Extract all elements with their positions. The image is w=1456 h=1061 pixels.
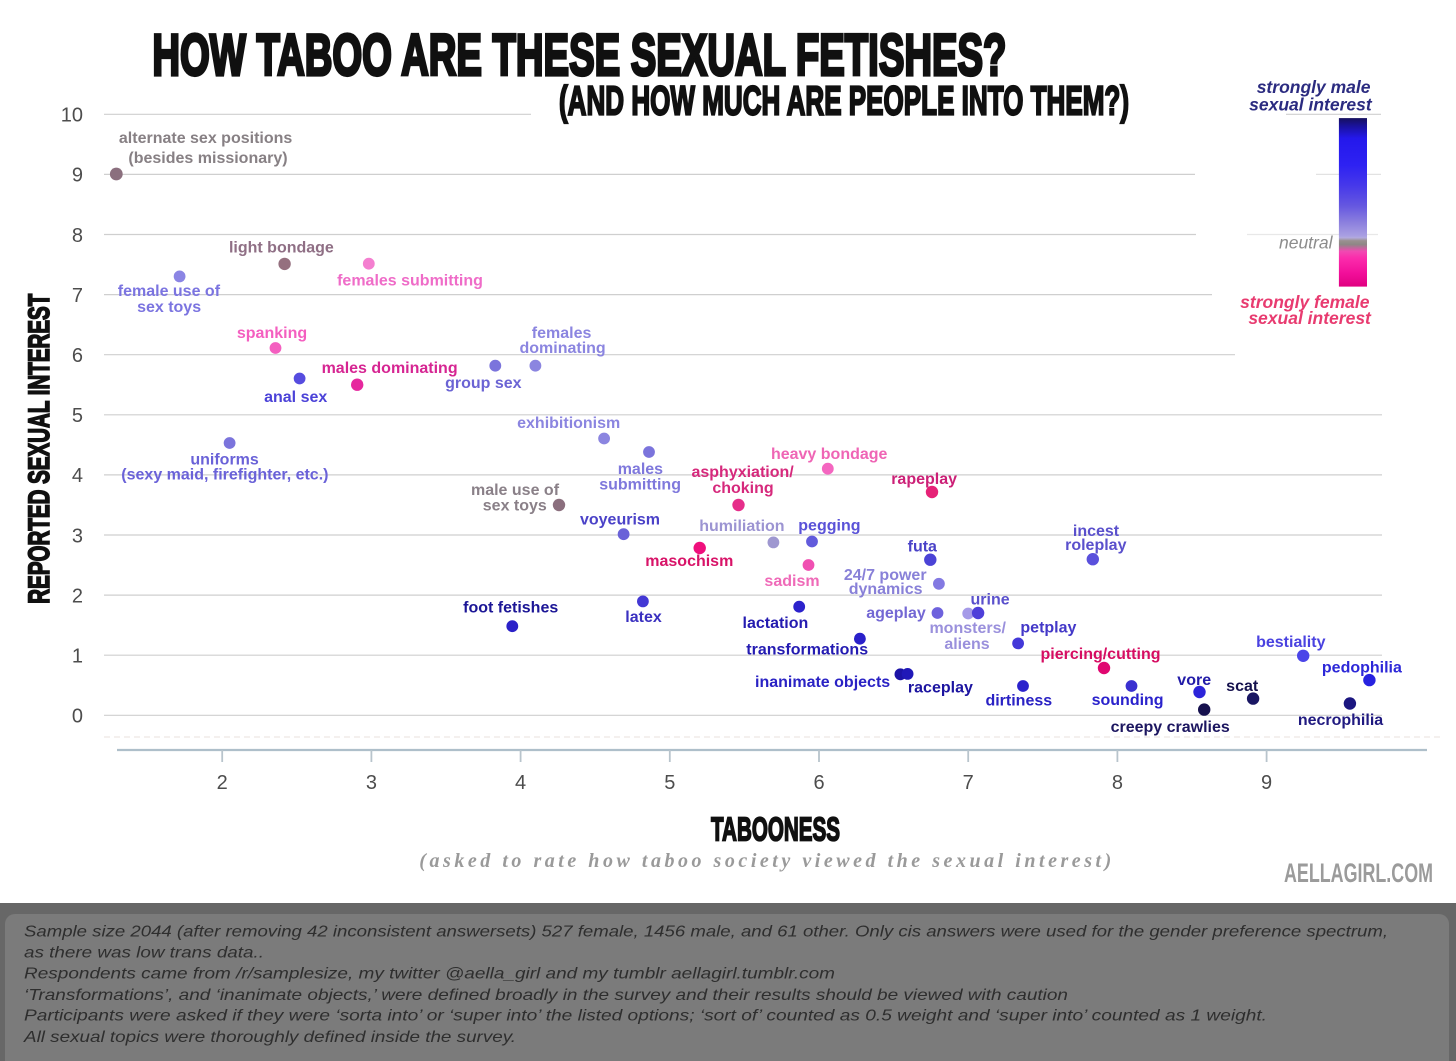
- svg-text:9: 9: [72, 165, 83, 187]
- svg-text:24/7 power: 24/7 power: [844, 567, 927, 584]
- svg-text:aliens: aliens: [944, 636, 989, 653]
- svg-text:lactation: lactation: [743, 615, 809, 632]
- svg-text:3: 3: [366, 772, 377, 794]
- svg-text:exhibitionism: exhibitionism: [517, 415, 620, 432]
- svg-text:inanimate objects: inanimate objects: [755, 674, 890, 691]
- svg-text:6: 6: [813, 772, 824, 794]
- svg-text:alternate sex positions: alternate sex positions: [119, 130, 292, 147]
- svg-text:7: 7: [963, 772, 974, 794]
- svg-text:latex: latex: [625, 609, 662, 626]
- svg-text:6: 6: [72, 345, 83, 367]
- svg-text:7: 7: [72, 285, 83, 307]
- svg-text:strongly male: strongly male: [1257, 77, 1371, 97]
- svg-text:piercing/cutting: piercing/cutting: [1041, 646, 1161, 663]
- svg-text:incest: incest: [1073, 523, 1120, 540]
- svg-text:sexual interest: sexual interest: [1249, 95, 1373, 115]
- svg-text:(asked to rate how taboo socie: (asked to rate how taboo society viewed …: [419, 850, 1111, 872]
- svg-text:futa: futa: [908, 539, 937, 556]
- svg-text:females submitting: females submitting: [337, 273, 483, 290]
- svg-text:(AND HOW MUCH ARE PEOPLE INTO: (AND HOW MUCH ARE PEOPLE INTO THEM?): [559, 78, 1129, 123]
- svg-text:Respondents came from /r/sampl: Respondents came from /r/samplesize, my …: [24, 966, 835, 983]
- svg-text:dynamics: dynamics: [849, 581, 923, 598]
- svg-text:as there was low trans data..: as there was low trans data..: [24, 945, 264, 962]
- svg-text:3: 3: [72, 525, 83, 547]
- svg-text:petplay: petplay: [1020, 620, 1076, 637]
- svg-text:2: 2: [72, 585, 83, 607]
- svg-text:sex toys: sex toys: [483, 498, 547, 515]
- svg-text:males: males: [618, 461, 663, 478]
- svg-text:pegging: pegging: [798, 518, 860, 535]
- svg-text:urine: urine: [971, 592, 1010, 609]
- svg-text:heavy bondage: heavy bondage: [771, 446, 888, 463]
- svg-text:10: 10: [61, 105, 83, 127]
- svg-text:8: 8: [72, 225, 83, 247]
- svg-text:vore: vore: [1177, 672, 1211, 689]
- svg-text:bestiality: bestiality: [1256, 634, 1325, 651]
- svg-text:TABOONESS: TABOONESS: [711, 812, 840, 848]
- svg-text:light bondage: light bondage: [229, 240, 334, 257]
- svg-text:creepy crawlies: creepy crawlies: [1111, 719, 1230, 736]
- svg-text:uniforms: uniforms: [190, 452, 259, 469]
- svg-text:dominating: dominating: [519, 340, 605, 357]
- svg-text:(sexy maid, firefighter, etc.): (sexy maid, firefighter, etc.): [121, 467, 328, 484]
- svg-text:necrophilia: necrophilia: [1298, 712, 1383, 729]
- svg-text:Participants were asked if the: Participants were asked if they were ‘so…: [24, 1008, 1267, 1025]
- svg-text:roleplay: roleplay: [1065, 537, 1126, 554]
- svg-text:4: 4: [515, 772, 526, 794]
- svg-text:1: 1: [72, 646, 83, 668]
- svg-text:voyeurism: voyeurism: [580, 512, 660, 529]
- svg-text:raceplay: raceplay: [908, 680, 973, 697]
- svg-text:males dominating: males dominating: [322, 360, 458, 377]
- svg-text:humiliation: humiliation: [699, 518, 784, 535]
- svg-text:REPORTED SEXUAL INTEREST: REPORTED SEXUAL INTEREST: [22, 293, 55, 604]
- svg-text:transformations: transformations: [746, 642, 868, 659]
- svg-text:2: 2: [217, 772, 228, 794]
- svg-text:sexual interest: sexual interest: [1248, 308, 1372, 328]
- svg-text:masochism: masochism: [645, 553, 733, 570]
- svg-text:8: 8: [1112, 772, 1123, 794]
- svg-text:AELLAGIRL.COM: AELLAGIRL.COM: [1284, 859, 1433, 889]
- svg-text:group sex: group sex: [445, 375, 522, 392]
- svg-text:0: 0: [72, 706, 83, 728]
- svg-text:4: 4: [72, 465, 83, 487]
- svg-text:asphyxiation/: asphyxiation/: [691, 464, 794, 481]
- svg-text:male use of: male use of: [471, 482, 560, 499]
- svg-text:female use of: female use of: [118, 283, 221, 300]
- svg-text:sadism: sadism: [764, 573, 819, 590]
- svg-text:9: 9: [1261, 772, 1272, 794]
- svg-text:‘Transformations’, and ‘inanim: ‘Transformations’, and ‘inanimate object…: [24, 987, 1068, 1004]
- svg-text:5: 5: [664, 772, 675, 794]
- svg-text:pedophilia: pedophilia: [1322, 660, 1402, 677]
- svg-text:anal sex: anal sex: [264, 389, 327, 406]
- svg-text:All sexual topics were thoroug: All sexual topics were thoroughly define…: [23, 1029, 516, 1046]
- svg-text:neutral: neutral: [1279, 233, 1334, 253]
- svg-text:ageplay: ageplay: [866, 605, 926, 622]
- svg-text:females: females: [532, 325, 592, 342]
- svg-text:submitting: submitting: [599, 477, 681, 494]
- svg-text:dirtiness: dirtiness: [985, 693, 1052, 710]
- svg-text:foot fetishes: foot fetishes: [463, 600, 558, 617]
- svg-text:monsters/: monsters/: [929, 620, 1006, 637]
- svg-text:choking: choking: [712, 480, 773, 497]
- svg-text:spanking: spanking: [237, 325, 307, 342]
- svg-text:rapeplay: rapeplay: [891, 471, 957, 488]
- svg-text:scat: scat: [1226, 678, 1259, 695]
- svg-text:HOW TABOO ARE THESE SEXUAL FET: HOW TABOO ARE THESE SEXUAL FETISHES?: [152, 23, 1006, 88]
- svg-text:(besides missionary): (besides missionary): [128, 150, 287, 167]
- svg-text:strongly female: strongly female: [1240, 292, 1370, 312]
- svg-text:sex toys: sex toys: [137, 299, 201, 316]
- svg-text:Sample size 2044 (after removi: Sample size 2044 (after removing 42 inco…: [24, 924, 1388, 941]
- svg-text:sounding: sounding: [1092, 692, 1164, 709]
- svg-text:5: 5: [72, 405, 83, 427]
